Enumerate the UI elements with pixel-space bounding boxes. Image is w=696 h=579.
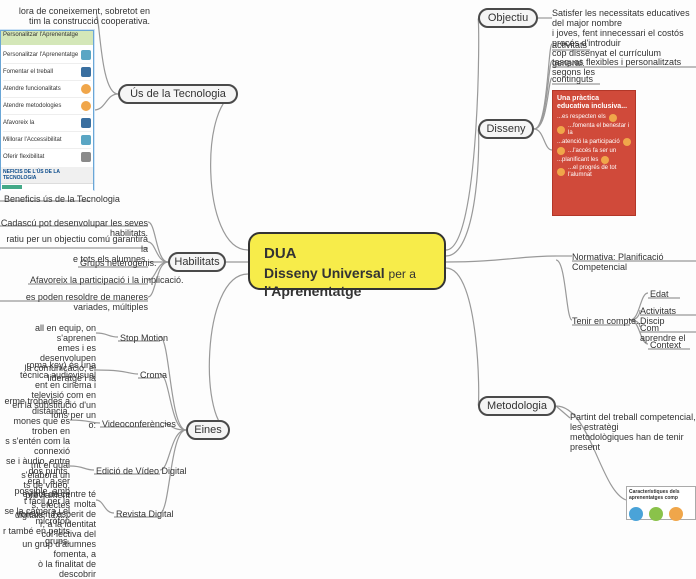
poster-icon <box>601 156 609 164</box>
row-icon <box>81 67 91 77</box>
center-node[interactable]: DUA Disseny Universal per a l'Aprenentat… <box>248 232 446 290</box>
tenir-text: Tenir en compte... <box>572 316 644 326</box>
eines-label-0: Stop Motion <box>120 333 168 343</box>
us-tecn-text: lora de coneixement, sobretot en tim la … <box>0 6 150 26</box>
tech-thumb-footer: NEFICIS DE L'ÚS DE LA TECNOLOGIA <box>1 167 93 183</box>
tech-thumb-header: Personalitzar l'Aprenentatge <box>1 31 93 45</box>
hab-leaf-2: Grups heterogenis. <box>80 258 157 268</box>
eines-label-3: Edició de Vídeo Digital <box>96 466 187 476</box>
branch-eines[interactable]: Eines <box>186 420 230 440</box>
row-icon <box>81 50 91 60</box>
normativa-text: Normativa: Planificació Competencial <box>572 252 696 272</box>
row-icon <box>81 135 91 145</box>
hab-leaf-4: es poden resoldre de maneres variades, m… <box>0 292 148 312</box>
eines-label-4: Revista Digital <box>116 509 174 519</box>
poster-icon <box>609 114 617 122</box>
disseny-sub-activitats: activitats <box>552 40 587 50</box>
poster-icon <box>623 138 631 146</box>
hab-leaf-3: Afavoreix la participació i la implicaci… <box>30 275 184 285</box>
row-icon <box>81 118 91 128</box>
center-line2: Disseny Universal per a <box>264 264 430 283</box>
tech-thumb-rows: Personalitzar l'Aprenentatge Fomentar el… <box>1 45 93 167</box>
eines-label-2: Videoconferències <box>102 419 176 429</box>
branch-disseny[interactable]: Disseny <box>478 119 534 139</box>
metodologia-text: Partint del treball competencial, les es… <box>570 412 696 452</box>
tenir-sub-edat: Edat <box>650 289 669 299</box>
row-icon <box>81 84 91 94</box>
row-icon <box>81 152 91 162</box>
tenir-sub-context: Context <box>650 340 681 350</box>
chart-dot <box>669 507 683 521</box>
eines-desc-4: evista de centre té molta voreixen l'esp… <box>0 489 96 579</box>
characteristics-chart[interactable]: Característiques dels aprenentatges comp <box>626 486 696 520</box>
disseny-sub-continguts: continguts <box>552 74 593 84</box>
poster-icon <box>557 168 565 176</box>
chart-dot <box>649 507 663 521</box>
center-line3: l'Aprenentatge <box>264 282 430 300</box>
center-line1: DUA <box>264 244 430 264</box>
poster-title: Una pràctica educativa inclusiva... <box>557 95 631 112</box>
chart-dot <box>629 507 643 521</box>
branch-metodologia[interactable]: Metodologia <box>478 396 556 416</box>
chart-title: Característiques dels aprenentatges comp <box>629 489 693 501</box>
row-icon <box>81 101 91 111</box>
branch-habilitats[interactable]: Habilitats <box>168 252 226 272</box>
poster-icon <box>557 126 565 134</box>
branch-us-tecnologia[interactable]: Ús de la Tecnologia <box>118 84 238 104</box>
eines-label-1: Croma <box>140 370 167 380</box>
tech-benefits-image[interactable]: Personalitzar l'Aprenentatge Personalitz… <box>0 30 94 190</box>
inclusive-practice-poster[interactable]: Una pràctica educativa inclusiva... ...e… <box>552 90 636 216</box>
branch-objectiu[interactable]: Objectiu <box>478 8 538 28</box>
poster-icon <box>557 147 565 155</box>
us-tecn-caption: Beneficis ús de la Tecnologia <box>4 194 120 204</box>
